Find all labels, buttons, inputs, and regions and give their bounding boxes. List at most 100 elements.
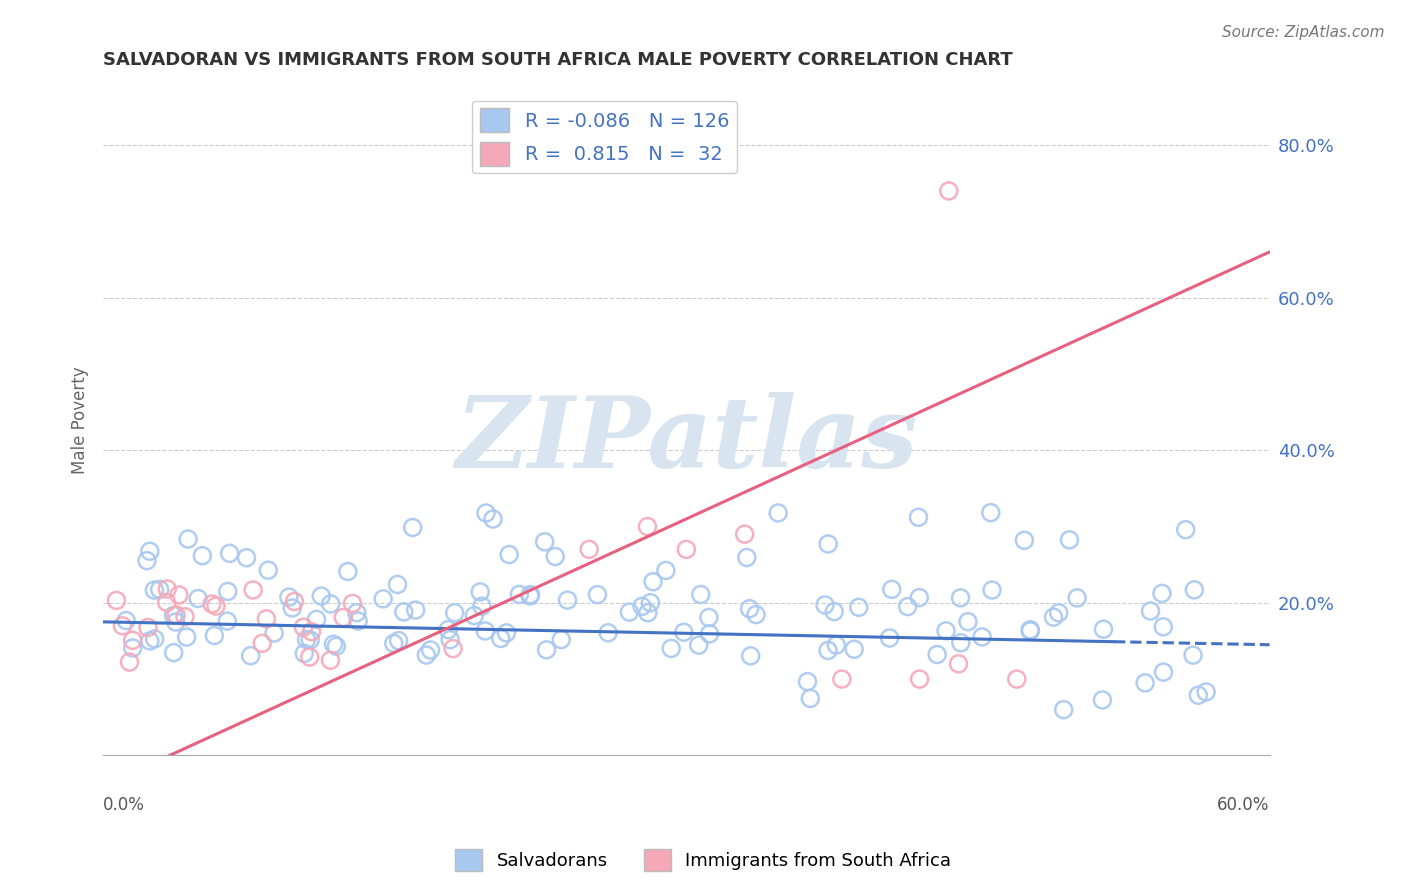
- Point: [1153, 665, 1175, 679]
- Point: [382, 636, 405, 650]
- Point: [536, 642, 558, 657]
- Text: Source: ZipAtlas.com: Source: ZipAtlas.com: [1222, 25, 1385, 40]
- Point: [689, 587, 711, 601]
- Point: [766, 506, 789, 520]
- Point: [165, 615, 187, 629]
- Point: [187, 591, 209, 606]
- Point: [1091, 693, 1114, 707]
- Point: [550, 632, 572, 647]
- Point: [105, 593, 128, 607]
- Point: [298, 650, 321, 665]
- Point: [174, 609, 197, 624]
- Point: [336, 565, 359, 579]
- Point: [239, 648, 262, 663]
- Point: [1195, 685, 1218, 699]
- Point: [735, 550, 758, 565]
- Point: [880, 582, 903, 597]
- Point: [619, 605, 641, 619]
- Point: [319, 597, 342, 611]
- Point: [322, 637, 344, 651]
- Point: [578, 542, 600, 557]
- Point: [935, 624, 957, 638]
- Point: [388, 633, 411, 648]
- Point: [205, 599, 228, 613]
- Point: [332, 610, 354, 624]
- Point: [519, 588, 541, 602]
- Point: [981, 582, 1004, 597]
- Point: [519, 589, 541, 603]
- Point: [177, 532, 200, 546]
- Point: [439, 632, 461, 647]
- Point: [121, 640, 143, 655]
- Point: [831, 672, 853, 686]
- Point: [402, 520, 425, 534]
- Point: [796, 674, 818, 689]
- Point: [319, 653, 342, 667]
- Point: [149, 582, 172, 597]
- Point: [191, 549, 214, 563]
- Point: [489, 632, 512, 646]
- Point: [1092, 622, 1115, 636]
- Point: [495, 626, 517, 640]
- Point: [1187, 688, 1209, 702]
- Text: 0.0%: 0.0%: [103, 796, 145, 814]
- Point: [842, 642, 865, 657]
- Point: [437, 623, 460, 637]
- Point: [949, 636, 972, 650]
- Point: [557, 593, 579, 607]
- Point: [301, 624, 323, 639]
- Point: [586, 588, 609, 602]
- Point: [1005, 672, 1028, 686]
- Point: [346, 606, 368, 620]
- Point: [254, 612, 277, 626]
- Point: [814, 598, 837, 612]
- Point: [675, 542, 697, 557]
- Point: [1182, 582, 1205, 597]
- Point: [419, 643, 441, 657]
- Point: [980, 506, 1002, 520]
- Point: [1066, 591, 1088, 605]
- Text: SALVADORAN VS IMMIGRANTS FROM SOUTH AFRICA MALE POVERTY CORRELATION CHART: SALVADORAN VS IMMIGRANTS FROM SOUTH AFRI…: [103, 51, 1012, 69]
- Point: [799, 691, 821, 706]
- Point: [897, 599, 920, 614]
- Point: [956, 615, 979, 629]
- Point: [533, 534, 555, 549]
- Point: [136, 554, 159, 568]
- Point: [371, 591, 394, 606]
- Point: [631, 599, 654, 614]
- Point: [688, 638, 710, 652]
- Point: [295, 632, 318, 647]
- Point: [1019, 624, 1042, 638]
- Point: [235, 550, 257, 565]
- Point: [415, 648, 437, 662]
- Point: [745, 607, 768, 622]
- Point: [641, 574, 664, 589]
- Point: [167, 588, 190, 602]
- Point: [908, 591, 931, 605]
- Point: [655, 564, 678, 578]
- Point: [471, 599, 494, 614]
- Point: [823, 605, 845, 619]
- Point: [136, 620, 159, 634]
- Point: [305, 612, 328, 626]
- Point: [927, 648, 949, 662]
- Point: [817, 537, 839, 551]
- Point: [201, 597, 224, 611]
- Point: [699, 627, 721, 641]
- Point: [637, 606, 659, 620]
- Point: [202, 628, 225, 642]
- Point: [470, 585, 492, 599]
- Point: [1139, 604, 1161, 618]
- Point: [1059, 533, 1081, 547]
- Point: [1150, 586, 1173, 600]
- Point: [405, 603, 427, 617]
- Point: [121, 633, 143, 648]
- Point: [165, 608, 187, 623]
- Point: [392, 605, 415, 619]
- Point: [498, 548, 520, 562]
- Point: [281, 601, 304, 615]
- Point: [292, 647, 315, 661]
- Point: [139, 544, 162, 558]
- Point: [263, 626, 285, 640]
- Point: [948, 657, 970, 671]
